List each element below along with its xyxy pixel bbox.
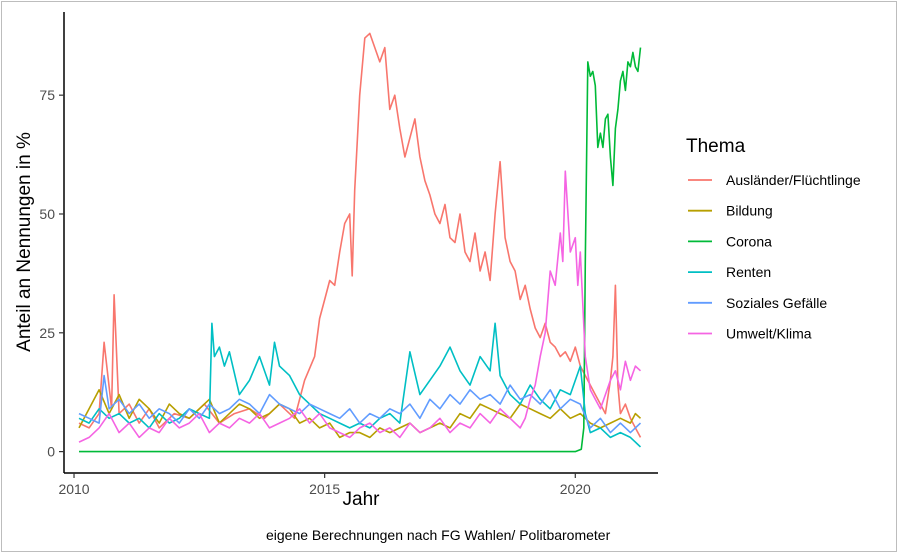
series-line-umwelt-klima (78, 170, 642, 443)
y-tick-label: 0 (47, 444, 55, 460)
x-axis-title: Jahr (343, 489, 381, 510)
caption: eigene Berechnungen nach FG Wahlen/ Poli… (266, 527, 611, 543)
legend-title: Thema (686, 136, 746, 157)
legend: Thema Ausländer/Flüchtlinge Bildung Corona… (686, 136, 861, 342)
legend-label: Bildung (726, 203, 773, 219)
x-tick-label: 2015 (309, 481, 340, 497)
y-tick-label: 75 (39, 87, 55, 103)
y-tick-label: 25 (39, 325, 55, 341)
y-tick-label: 50 (39, 206, 55, 222)
legend-label: Corona (726, 233, 772, 249)
legend-label: Renten (726, 264, 771, 280)
series-line-renten (78, 322, 642, 448)
series-line-auslaender-fluechtlinge (78, 32, 642, 438)
x-tick-label: 2010 (58, 481, 89, 497)
y-axis-title: Anteil an Nennungen in % (14, 132, 35, 352)
legend-label: Ausländer/Flüchtlinge (726, 172, 861, 188)
legend-label: Soziales Gefälle (726, 295, 827, 311)
series-line-corona (79, 47, 642, 453)
x-tick-label: 2020 (560, 481, 591, 497)
series-line-soziales-gefaelle (78, 374, 642, 434)
legend-label: Umwelt/Klima (726, 326, 812, 342)
series-line-bildung (78, 389, 642, 439)
